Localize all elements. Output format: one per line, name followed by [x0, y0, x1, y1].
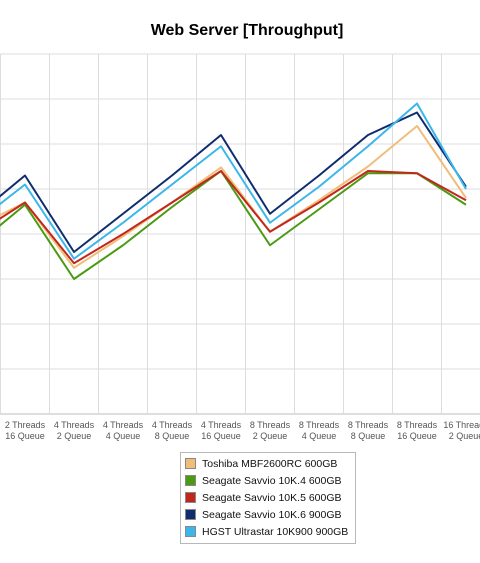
legend-item-hgst: HGST Ultrastar 10K900 900GB: [185, 523, 351, 540]
legend: Toshiba MBF2600RC 600GB Seagate Savvio 1…: [180, 452, 356, 544]
legend-label: Toshiba MBF2600RC 600GB: [202, 457, 338, 470]
legend-label: Seagate Savvio 10K.5 600GB: [202, 491, 342, 504]
legend-item-savvio-10k6: Seagate Savvio 10K.6 900GB: [185, 506, 351, 523]
legend-item-savvio-10k5: Seagate Savvio 10K.5 600GB: [185, 489, 351, 506]
x-tick-label: 2 Threads 16 Queue: [5, 420, 46, 441]
chart-title: Web Server [Throughput]: [151, 22, 344, 39]
legend-label: HGST Ultrastar 10K900 900GB: [202, 525, 349, 538]
legend-swatch: [185, 509, 196, 520]
legend-label: Seagate Savvio 10K.6 900GB: [202, 508, 342, 521]
legend-swatch: [185, 458, 196, 469]
x-tick-label: 4 Threads 16 Queue: [201, 420, 242, 441]
grid: [0, 53, 480, 415]
legend-swatch: [185, 492, 196, 503]
legend-swatch: [185, 475, 196, 486]
x-tick-label: 4 Threads 2 Queue: [54, 420, 95, 441]
legend-item-toshiba: Toshiba MBF2600RC 600GB: [185, 455, 351, 472]
series-line-4: [0, 102, 467, 260]
series-line-2: [0, 170, 467, 265]
x-tick-label: 8 Threads 8 Queue: [348, 420, 389, 441]
x-tick-label: 4 Threads 8 Queue: [152, 420, 193, 441]
x-tick-label: 8 Threads 16 Queue: [397, 420, 438, 441]
x-tick-label: 8 Threads 2 Queue: [250, 420, 291, 441]
series-group: [0, 102, 467, 280]
legend-item-savvio-10k4: Seagate Savvio 10K.4 600GB: [185, 472, 351, 489]
x-tick-label: 4 Threads 4 Queue: [103, 420, 144, 441]
legend-swatch: [185, 526, 196, 537]
series-line-3: [0, 111, 467, 253]
legend-label: Seagate Savvio 10K.4 600GB: [202, 474, 342, 487]
x-tick-label: 8 Threads 4 Queue: [299, 420, 340, 441]
series-line-0: [0, 125, 467, 269]
